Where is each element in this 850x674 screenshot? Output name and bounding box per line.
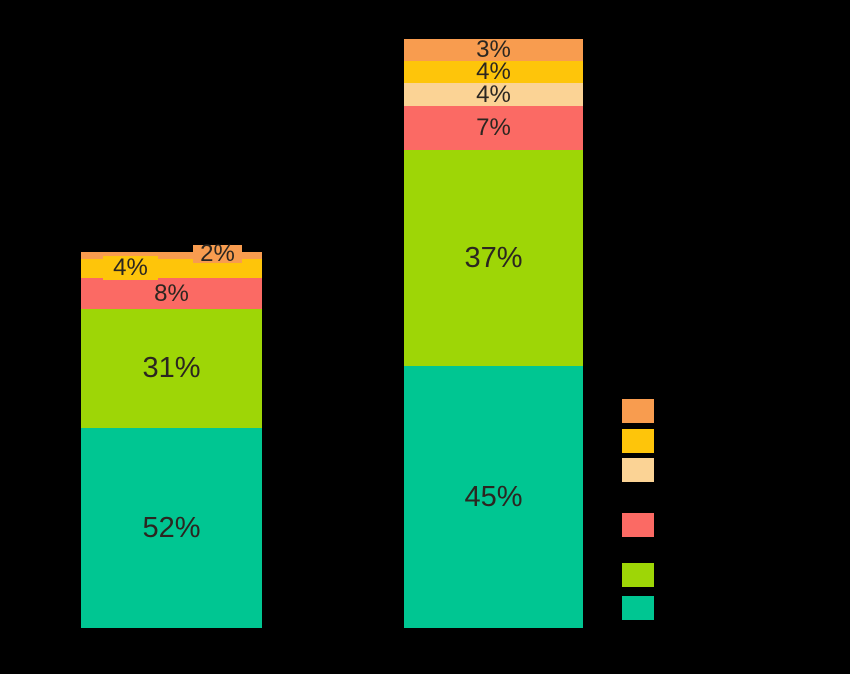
legend-swatch-teal <box>622 596 654 620</box>
left-bar-segment-green: 31% <box>81 309 262 428</box>
segment-percent-label: 4% <box>113 254 148 281</box>
segment-percent-label: 8% <box>154 279 189 307</box>
left-bar-segment-teal: 52% <box>81 428 262 628</box>
left-bar-segment-orange <box>81 252 262 259</box>
segment-percent-label: 45% <box>464 480 523 513</box>
right-bar-segment-orange: 3% <box>404 36 583 63</box>
segment-percent-label: 4% <box>476 80 511 108</box>
legend-swatch-red <box>622 513 654 537</box>
segment-percent-label: 7% <box>476 114 511 141</box>
right-bar-segment-gold: 4% <box>404 58 583 85</box>
right-bar-segment-teal: 45% <box>404 366 583 628</box>
legend-swatch-gold <box>622 429 654 453</box>
legend-swatch-cream <box>622 458 654 482</box>
left-bar: 52% 31% 8% <box>81 252 262 628</box>
right-bar-segment-green: 37% <box>404 150 583 366</box>
right-bar-segment-cream: 4% <box>404 80 583 108</box>
segment-percent-label: 4% <box>476 58 511 85</box>
segment-percent-callout: 4% <box>103 256 158 280</box>
segment-percent-callout: 2% <box>193 240 242 267</box>
segment-percent-label: 3% <box>476 36 511 63</box>
segment-percent-label: 31% <box>142 352 201 384</box>
segment-percent-label: 2% <box>200 240 235 267</box>
segment-percent-label: 37% <box>464 241 523 274</box>
left-bar-segment-red: 8% <box>81 278 262 309</box>
legend-swatch-orange <box>622 399 654 423</box>
right-bar-segment-red: 7% <box>404 106 583 150</box>
segment-percent-label: 52% <box>142 511 201 544</box>
legend-swatch-green <box>622 563 654 587</box>
right-bar: 45% 37% 7% 4% 4% 3% <box>404 36 583 628</box>
